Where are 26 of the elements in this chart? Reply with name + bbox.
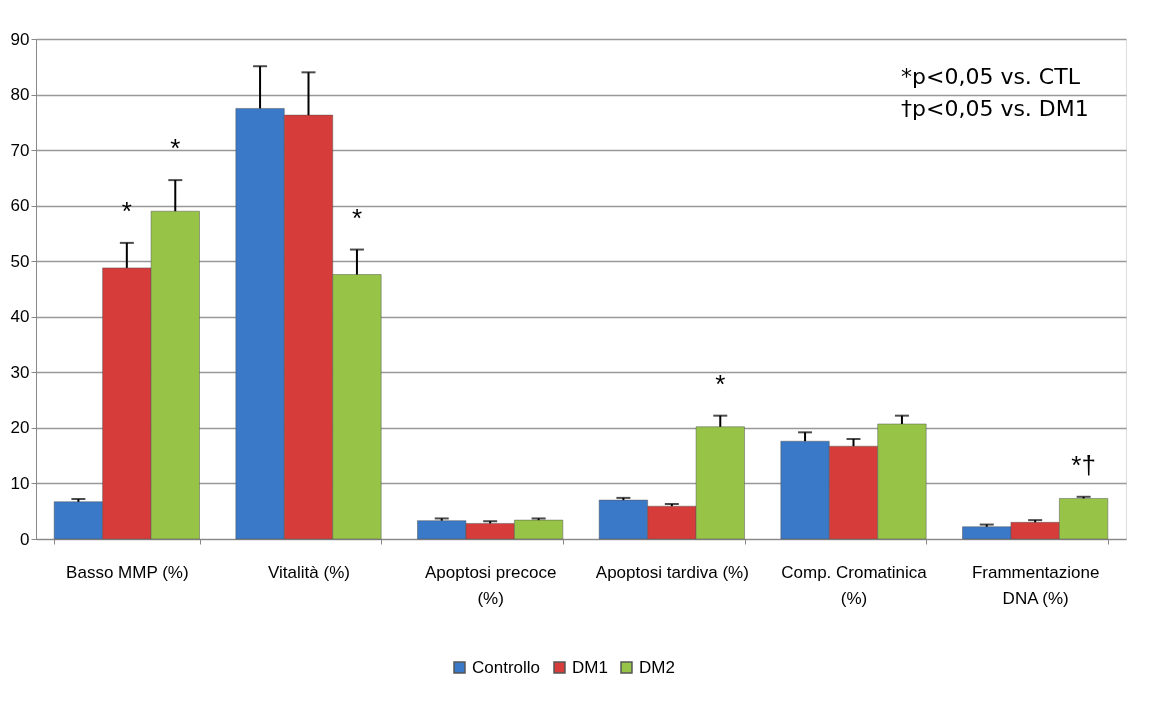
y-tick-label: 10 [10,473,30,493]
annotation: *† [1071,449,1096,480]
y-tick-label: 90 [10,29,30,49]
x-tick-label: Comp. Cromatinica (%) [781,562,928,608]
x-tick-label: Vitalità (%) [268,562,350,582]
x-tick-label: Frammentazione DNA (%) [971,562,1100,608]
y-tick-label: 0 [20,529,30,549]
legend-label: DM1 [572,657,608,677]
legend-label: DM2 [639,657,675,677]
y-tick-label: 40 [10,307,30,327]
x-tick-label: Apoptosi precoce (%) [424,562,557,608]
x-tick-label: Basso MMP (%) [66,562,189,582]
annotation: *p<0,05 vs. CTL [901,64,1081,89]
annotation: * [170,133,181,164]
y-tick-label: 80 [10,85,30,105]
y-tick-label: 70 [10,140,30,160]
annotation: * [715,368,726,399]
x-tick-label: Apoptosi tardiva (%) [595,562,749,582]
y-tick-label: 30 [10,362,30,382]
y-tick-label: 50 [10,251,30,271]
y-tick-label: 20 [10,418,30,438]
annotation: * [351,202,363,233]
annotation: * [121,195,132,226]
y-tick-label: 60 [10,196,30,216]
legend-label: Controllo [472,657,541,677]
annotation: †p<0,05 vs. DM1 [901,96,1089,121]
